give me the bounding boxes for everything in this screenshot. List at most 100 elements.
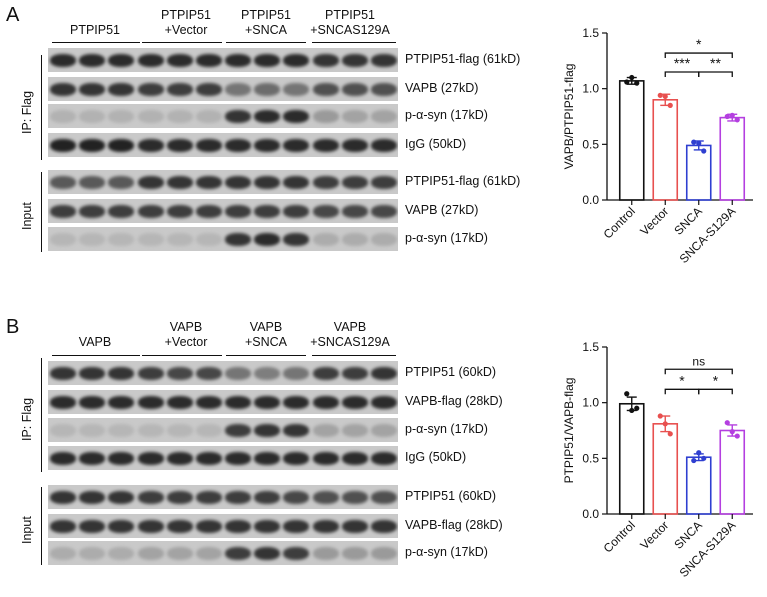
blot-band — [166, 367, 193, 380]
blot-band — [254, 367, 281, 380]
group-label: VAPB — [78, 335, 112, 349]
bar — [618, 402, 645, 515]
blot-band — [341, 424, 368, 437]
blot-band — [108, 139, 135, 152]
blot-band — [79, 110, 106, 123]
group-label: VAPB +Vector — [164, 320, 208, 349]
blot-strip — [48, 77, 398, 101]
blot-band — [254, 233, 281, 246]
data-point — [724, 113, 730, 120]
side-label: Input — [20, 516, 34, 544]
blot-band — [166, 233, 193, 246]
data-point — [634, 80, 640, 86]
blot-band — [225, 54, 252, 67]
data-point — [724, 420, 730, 426]
blot-band — [79, 233, 106, 246]
blot-band — [50, 424, 77, 437]
y-tick-label: 0.5 — [582, 451, 599, 465]
group-underline — [52, 355, 140, 357]
blot-band — [370, 547, 397, 560]
blot-band — [283, 547, 310, 560]
side-bracket — [41, 487, 43, 565]
blot-band — [341, 139, 368, 152]
blot-band — [312, 233, 339, 246]
chart-a: 0.0 0.5 1.0 1.5 VAPB/PTPIP51-flag Control Vect… — [562, 26, 753, 266]
blot-band — [225, 205, 252, 218]
blot-band — [341, 396, 368, 409]
blot-band — [341, 110, 368, 123]
blot-band — [50, 110, 77, 123]
blot-band — [137, 424, 164, 437]
blot-band — [50, 176, 77, 189]
blot-strip — [48, 170, 398, 194]
y-tick-label: 1.0 — [582, 82, 599, 96]
blot-band — [137, 83, 164, 96]
blot-band — [50, 491, 77, 504]
blot-strip — [48, 227, 398, 251]
blot-band — [79, 396, 106, 409]
significance-label: ns — [692, 354, 705, 368]
x-tick-label: Vector — [637, 518, 671, 552]
blot-band — [312, 424, 339, 437]
blot-band — [166, 491, 193, 504]
panel-letter: A — [6, 4, 20, 26]
blot-band — [108, 54, 135, 67]
blot-band — [254, 452, 281, 465]
blot-label: p-α-syn (17kD) — [405, 108, 488, 122]
blot-band — [108, 367, 135, 380]
significance-label: * — [679, 372, 685, 388]
blot-band — [195, 110, 222, 123]
blot-band — [370, 139, 397, 152]
data-point — [691, 139, 697, 145]
blot-band — [312, 547, 339, 560]
blot-band — [283, 424, 310, 437]
x-tick-label: Control — [601, 204, 638, 241]
group-underline — [142, 42, 222, 44]
data-point — [624, 79, 630, 85]
blot-band — [254, 83, 281, 96]
blot-band — [254, 54, 281, 67]
blot-band — [137, 367, 164, 380]
blot-band — [166, 424, 193, 437]
blot-band — [225, 491, 252, 504]
blot-band — [225, 176, 252, 189]
blot-band — [79, 424, 106, 437]
blot-band — [50, 367, 77, 380]
group-label: PTPIP51 — [69, 23, 121, 37]
blot-band — [312, 176, 339, 189]
x-tick-label: SNCA-S129A — [677, 204, 739, 266]
y-tick-label: 0.5 — [582, 137, 599, 151]
blot-band — [370, 424, 397, 437]
blot-band — [254, 491, 281, 504]
data-point — [691, 457, 697, 464]
blot-band — [79, 54, 106, 67]
blot-band — [79, 176, 106, 189]
y-tick-label: 1.0 — [582, 396, 599, 410]
blot-band — [341, 491, 368, 504]
significance-label: *** — [674, 55, 691, 71]
blot-label: IgG (50kD) — [405, 137, 467, 151]
blot-strip — [48, 104, 398, 128]
blot-band — [312, 367, 339, 380]
y-tick-label: 0.0 — [582, 507, 599, 521]
blot-band — [50, 83, 77, 96]
y-axis-label: PTPIP51/VAPB-flag — [562, 378, 576, 484]
blot-band — [370, 367, 397, 380]
data-point — [629, 74, 635, 81]
blot-band — [312, 83, 339, 96]
blot-band — [370, 205, 397, 218]
data-point — [667, 102, 673, 108]
bar — [652, 423, 679, 515]
bar — [618, 80, 645, 201]
blot-label: VAPB-flag (28kD) — [405, 518, 503, 532]
blot-band — [108, 205, 135, 218]
blot-band — [166, 139, 193, 152]
data-point — [662, 93, 668, 100]
blot-label: p-α-syn (17kD) — [405, 545, 488, 559]
group-underline — [226, 355, 306, 357]
blot-band — [166, 205, 193, 218]
blot-band — [50, 54, 77, 67]
significance-label: * — [696, 36, 702, 52]
data-point — [696, 450, 702, 456]
blot-band — [283, 83, 310, 96]
